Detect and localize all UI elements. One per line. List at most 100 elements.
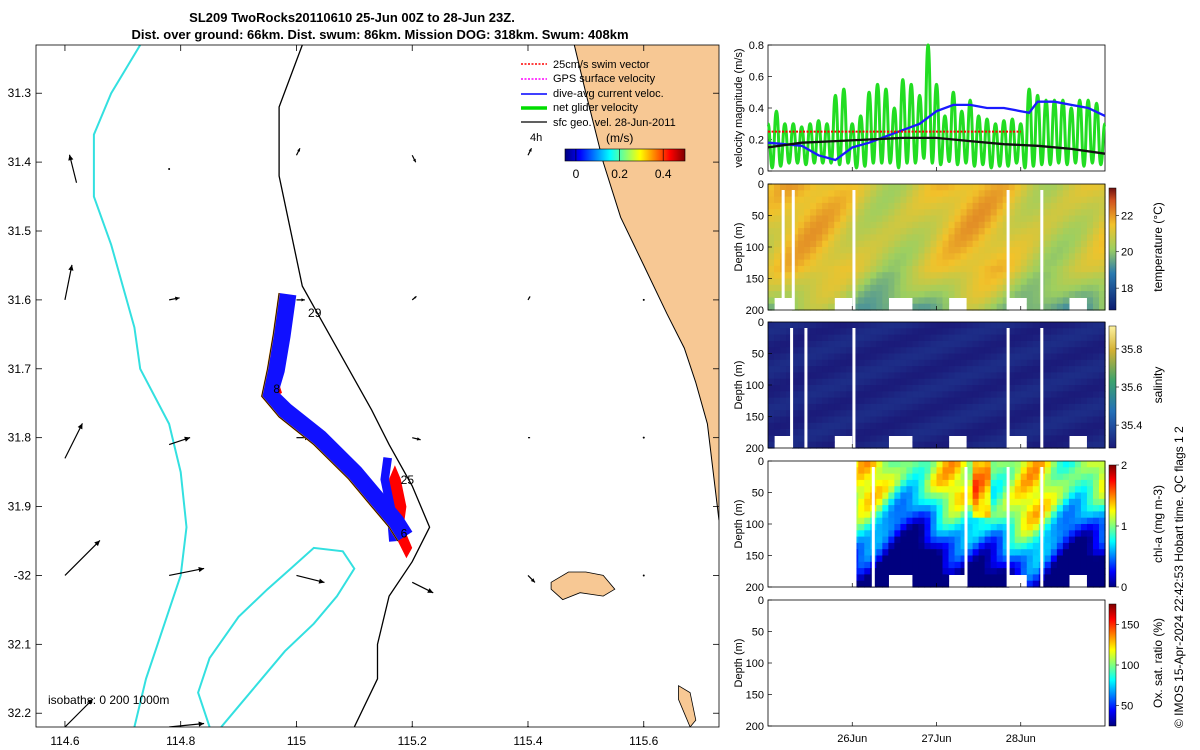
heatmap-cell bbox=[804, 297, 811, 305]
heatmap-cell bbox=[918, 228, 926, 235]
heatmap-cell bbox=[906, 467, 914, 475]
heatmap-cell bbox=[948, 561, 956, 569]
colorbar-tick-label: 0 bbox=[573, 167, 580, 181]
heatmap-cell bbox=[876, 530, 883, 538]
heatmap-cell bbox=[804, 441, 811, 449]
heatmap-cell bbox=[792, 416, 799, 424]
heatmap-cell bbox=[1062, 441, 1070, 449]
heatmap-cell bbox=[828, 278, 835, 286]
heatmap-cell bbox=[1044, 561, 1052, 569]
heatmap-cell bbox=[1020, 215, 1028, 223]
heatmap-cell bbox=[768, 247, 775, 254]
heatmap-cell bbox=[972, 366, 980, 373]
heatmap-cell bbox=[1044, 517, 1052, 525]
heatmap-cell bbox=[930, 221, 938, 229]
heatmap-cell bbox=[984, 284, 992, 292]
heatmap-cell bbox=[900, 536, 908, 544]
heatmap-cell bbox=[1050, 334, 1058, 342]
heatmap-cell bbox=[1044, 353, 1052, 361]
heatmap-cell bbox=[768, 291, 775, 298]
heatmap-cell bbox=[1026, 461, 1034, 468]
heatmap-cell bbox=[1092, 511, 1100, 519]
colorbar-tick-label: 35.8 bbox=[1121, 344, 1142, 356]
heatmap-cell bbox=[906, 347, 914, 355]
heatmap-cell bbox=[828, 422, 835, 430]
heatmap-cell bbox=[966, 202, 974, 210]
heatmap-cell bbox=[948, 473, 956, 481]
heatmap-cell bbox=[774, 202, 781, 210]
heatmap-cell bbox=[960, 536, 968, 544]
heatmap-cell bbox=[1080, 486, 1088, 494]
heatmap-cell bbox=[990, 347, 998, 355]
heatmap-cell bbox=[1026, 542, 1034, 550]
heatmap-cell bbox=[900, 272, 908, 280]
heatmap-cell bbox=[1062, 184, 1070, 191]
heatmap-cell bbox=[888, 334, 895, 342]
heatmap-cell bbox=[894, 422, 901, 430]
heatmap-cell bbox=[1098, 555, 1106, 563]
heatmap-cell bbox=[876, 505, 883, 512]
heatmap-cell bbox=[936, 517, 944, 525]
heatmap-cell bbox=[858, 253, 865, 261]
heatmap-cell bbox=[792, 215, 799, 223]
heatmap-cell bbox=[972, 530, 980, 538]
heatmap-cell bbox=[984, 542, 992, 550]
heatmap-cell bbox=[942, 403, 950, 411]
heatmap-cell bbox=[978, 580, 986, 588]
heatmap-cell bbox=[996, 403, 1004, 411]
heatmap-cell bbox=[870, 429, 877, 436]
heatmap-cell bbox=[990, 184, 998, 191]
heatmap-cell bbox=[1050, 391, 1058, 399]
heatmap-cell bbox=[792, 328, 799, 336]
heatmap-cell bbox=[792, 403, 799, 411]
heatmap-cell bbox=[924, 524, 932, 531]
heatmap-cell bbox=[846, 247, 853, 254]
heatmap-cell bbox=[1092, 435, 1100, 443]
heatmap-cell bbox=[1026, 524, 1034, 531]
heatmap-cell bbox=[1062, 403, 1070, 411]
heatmap-cell bbox=[900, 259, 908, 267]
heatmap-cell bbox=[990, 473, 998, 481]
heatmap-cell bbox=[942, 334, 950, 342]
heatmap-cell bbox=[1032, 366, 1040, 373]
heatmap-cell bbox=[1020, 492, 1028, 500]
heatmap-cell bbox=[942, 461, 950, 468]
heatmap-cell bbox=[888, 555, 895, 563]
heatmap-cell bbox=[1050, 259, 1058, 267]
geo-arrow-head bbox=[198, 721, 205, 727]
heatmap-cell bbox=[1032, 524, 1040, 531]
heatmap-cell bbox=[840, 196, 847, 204]
heatmap-cell bbox=[912, 284, 920, 292]
heatmap-cell bbox=[1020, 410, 1028, 418]
heatmap-cell bbox=[1056, 215, 1064, 223]
heatmap-cell bbox=[1008, 505, 1016, 512]
heatmap-cell bbox=[996, 209, 1004, 217]
heatmap-cell bbox=[798, 253, 805, 261]
heatmap-cell bbox=[1014, 517, 1022, 525]
heatmap-cell bbox=[1080, 422, 1088, 430]
heatmap-cell bbox=[912, 196, 920, 204]
heatmap-cell bbox=[1014, 366, 1022, 373]
heatmap-cell bbox=[840, 291, 847, 298]
heatmap-cell bbox=[1002, 303, 1010, 311]
heatmap-cell bbox=[936, 328, 944, 336]
heatmap-cell bbox=[1050, 429, 1058, 436]
heatmap-cell bbox=[1032, 228, 1040, 235]
heatmap-cell bbox=[810, 291, 817, 298]
heatmap-cell bbox=[1068, 334, 1076, 342]
heatmap-cell bbox=[924, 372, 932, 380]
heatmap-cell bbox=[816, 228, 823, 235]
heatmap-cell bbox=[1086, 303, 1094, 311]
heatmap-cell bbox=[1014, 221, 1022, 229]
heatmap-cell bbox=[1032, 549, 1040, 557]
heatmap-cell bbox=[1002, 422, 1010, 430]
heatmap-cell bbox=[858, 473, 865, 481]
heatmap-cell bbox=[894, 209, 901, 217]
heatmap-cell bbox=[942, 221, 950, 229]
heatmap-cell bbox=[1068, 391, 1076, 399]
heatmap-cell bbox=[882, 247, 889, 254]
heatmap-cell bbox=[774, 366, 781, 373]
heatmap-cell bbox=[912, 372, 920, 380]
heatmap-cell bbox=[774, 378, 781, 386]
